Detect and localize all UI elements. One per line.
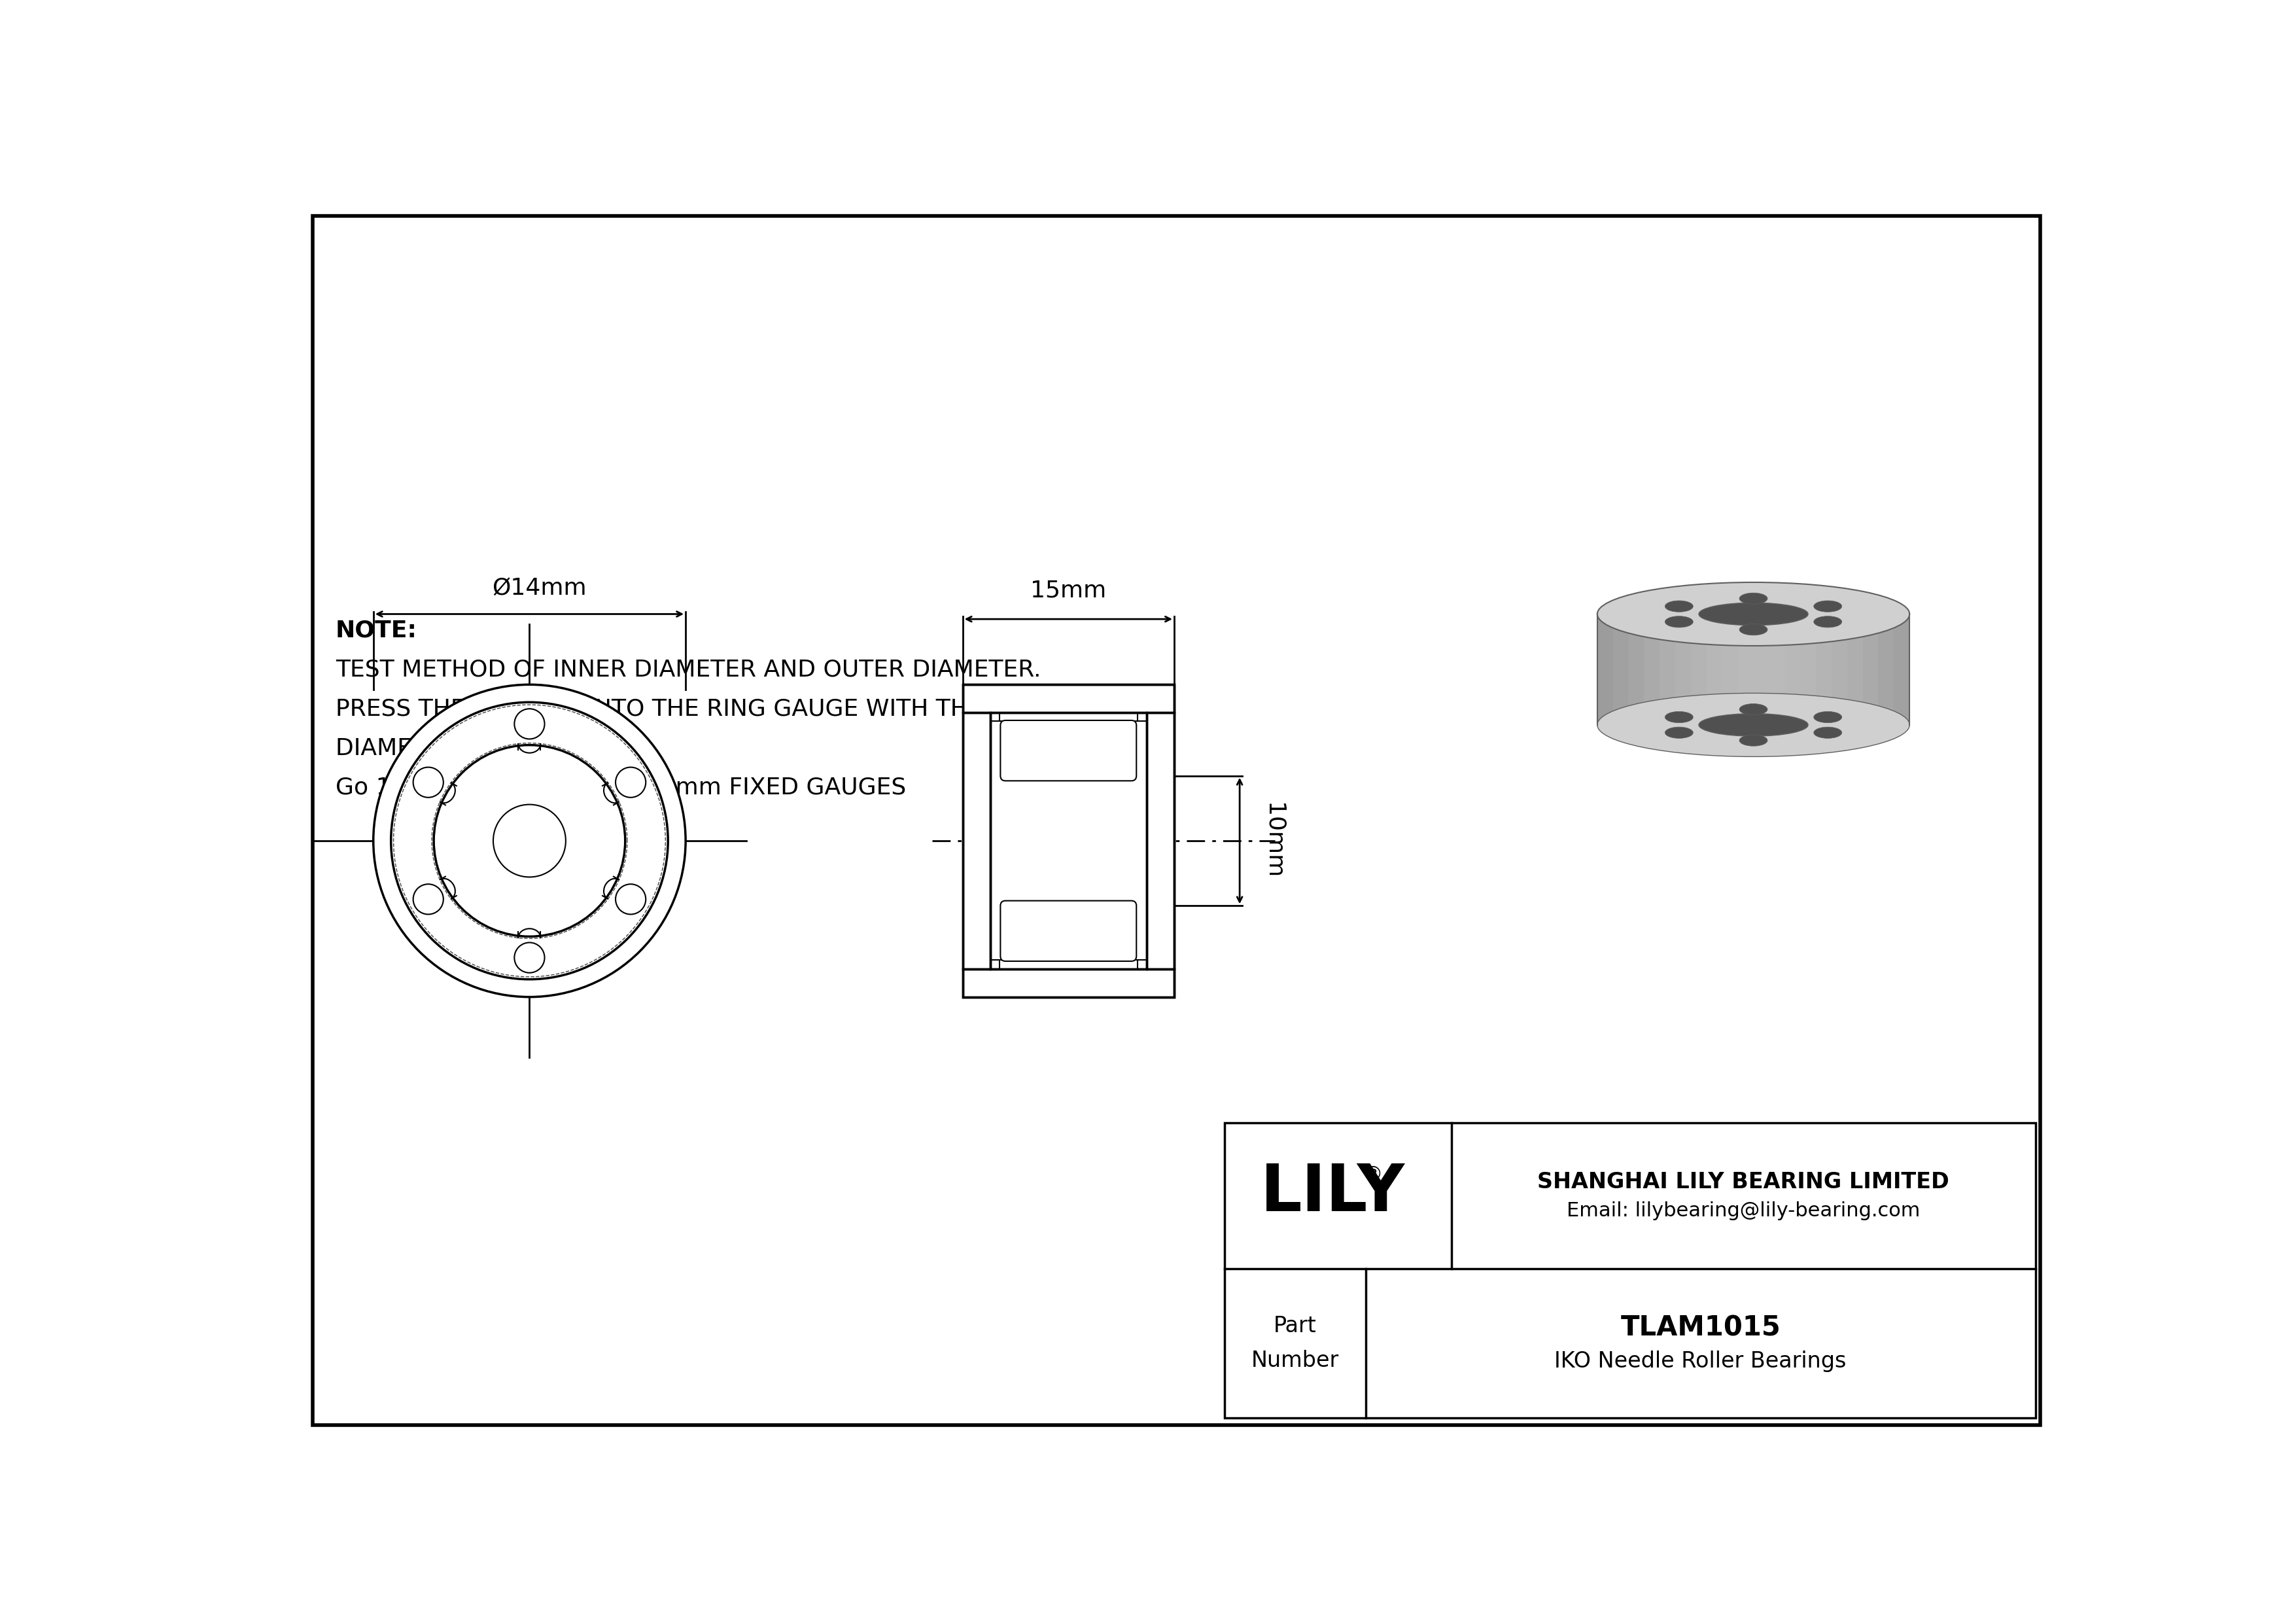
- Ellipse shape: [1598, 693, 1910, 757]
- Text: SHANGHAI LILY BEARING LIMITED: SHANGHAI LILY BEARING LIMITED: [1538, 1171, 1949, 1192]
- Bar: [1628, 614, 1644, 724]
- Text: LILY: LILY: [1261, 1161, 1405, 1224]
- Ellipse shape: [1740, 593, 1768, 604]
- Circle shape: [413, 767, 443, 797]
- Text: 10mm: 10mm: [1263, 802, 1283, 879]
- Bar: [962, 685, 1173, 997]
- Ellipse shape: [1699, 713, 1807, 736]
- Bar: [1768, 614, 1784, 724]
- FancyBboxPatch shape: [1001, 721, 1137, 781]
- Ellipse shape: [1598, 583, 1910, 646]
- Ellipse shape: [1665, 711, 1692, 723]
- Ellipse shape: [1814, 615, 1841, 627]
- Bar: [962, 970, 1173, 997]
- Circle shape: [390, 702, 668, 979]
- Ellipse shape: [1598, 583, 1910, 646]
- Bar: [1784, 614, 1800, 724]
- Ellipse shape: [1665, 615, 1692, 627]
- Text: DIAMETEROF 13.977mm.: DIAMETEROF 13.977mm.: [335, 737, 634, 760]
- Bar: [962, 685, 1173, 713]
- Circle shape: [514, 708, 544, 739]
- Bar: [1862, 614, 1878, 724]
- Bar: [1738, 614, 1754, 724]
- Bar: [1878, 614, 1894, 724]
- Bar: [1676, 614, 1690, 724]
- Text: IKO Needle Roller Bearings: IKO Needle Roller Bearings: [1554, 1350, 1846, 1372]
- Bar: [1832, 614, 1846, 724]
- Ellipse shape: [1740, 624, 1768, 635]
- Bar: [1598, 614, 1612, 724]
- Text: 15mm: 15mm: [1031, 580, 1107, 601]
- Text: Ø14mm: Ø14mm: [491, 577, 588, 599]
- Text: TLAM1015: TLAM1015: [1621, 1314, 1782, 1341]
- Circle shape: [374, 685, 687, 997]
- Bar: [1754, 614, 1768, 724]
- Ellipse shape: [1665, 601, 1692, 612]
- Bar: [1644, 614, 1660, 724]
- Text: NOTE:: NOTE:: [335, 619, 418, 641]
- Text: PRESS THE BEARING INTO THE RING GAUGE WITH THE INNER: PRESS THE BEARING INTO THE RING GAUGE WI…: [335, 698, 1063, 719]
- Bar: [1690, 614, 1706, 724]
- Bar: [1846, 614, 1862, 724]
- Ellipse shape: [1814, 728, 1841, 739]
- Circle shape: [615, 883, 645, 914]
- Circle shape: [615, 767, 645, 797]
- FancyBboxPatch shape: [1001, 901, 1137, 961]
- Ellipse shape: [1740, 703, 1768, 715]
- Bar: [1660, 614, 1676, 724]
- Text: Part
Number: Part Number: [1251, 1315, 1339, 1372]
- Ellipse shape: [1814, 711, 1841, 723]
- Ellipse shape: [1665, 728, 1692, 739]
- Text: TEST METHOD OF INNER DIAMETER AND OUTER DIAMETER.: TEST METHOD OF INNER DIAMETER AND OUTER …: [335, 658, 1040, 680]
- Bar: [1146, 713, 1173, 970]
- Circle shape: [514, 942, 544, 973]
- Circle shape: [413, 883, 443, 914]
- Text: Go 10.005mm ·NO GO 10.02mm FIXED GAUGES: Go 10.005mm ·NO GO 10.02mm FIXED GAUGES: [335, 776, 907, 799]
- Bar: [1816, 614, 1832, 724]
- Bar: [990, 713, 1146, 970]
- Bar: [962, 713, 990, 970]
- Bar: [1224, 1122, 2037, 1418]
- Text: Email: lilybearing@lily-bearing.com: Email: lilybearing@lily-bearing.com: [1566, 1202, 1919, 1221]
- Ellipse shape: [1814, 601, 1841, 612]
- Bar: [1612, 614, 1628, 724]
- Bar: [1598, 614, 1910, 724]
- Circle shape: [494, 804, 565, 877]
- Text: ®: ®: [1364, 1166, 1382, 1184]
- Ellipse shape: [1699, 603, 1807, 625]
- Bar: [1706, 614, 1722, 724]
- Bar: [990, 713, 1146, 970]
- Circle shape: [434, 745, 625, 937]
- Bar: [1894, 614, 1910, 724]
- Ellipse shape: [1740, 734, 1768, 745]
- Bar: [1800, 614, 1816, 724]
- Bar: [1722, 614, 1738, 724]
